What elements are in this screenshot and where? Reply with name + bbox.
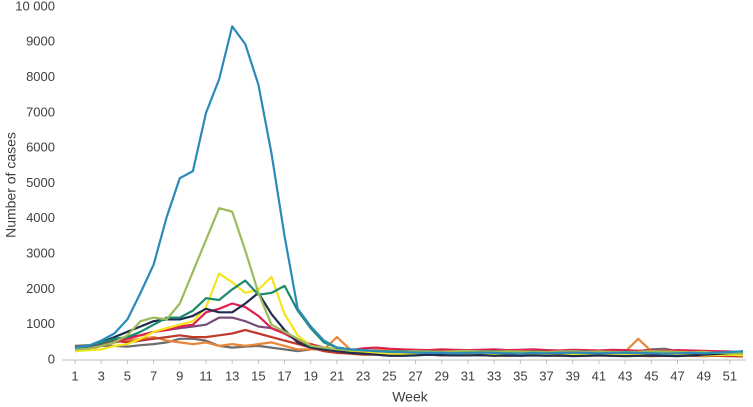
x-tick-label: 13 — [225, 368, 239, 383]
y-tick-label: 0 — [48, 351, 55, 366]
x-axis-title: Week — [392, 389, 429, 405]
x-tick-label: 5 — [124, 368, 131, 383]
x-tick-label: 45 — [644, 368, 658, 383]
x-tick-label: 41 — [592, 368, 606, 383]
y-tick-label: 10 000 — [15, 0, 55, 13]
x-tick-label: 51 — [723, 368, 737, 383]
series-line — [74, 291, 744, 358]
y-tick-label: 4000 — [26, 210, 55, 225]
x-tick-label: 47 — [670, 368, 684, 383]
x-tick-label: 29 — [435, 368, 449, 383]
x-tick-label: 19 — [304, 368, 318, 383]
y-tick-label: 5000 — [26, 175, 55, 190]
y-tick-label: 9000 — [26, 34, 55, 49]
y-tick-label: 6000 — [26, 140, 55, 155]
y-tick-label: 1000 — [26, 316, 55, 331]
x-tick-label: 27 — [408, 368, 422, 383]
x-tick-label: 7 — [150, 368, 157, 383]
series-line — [74, 302, 744, 354]
x-tick-label: 9 — [176, 368, 183, 383]
x-tick-label: 21 — [330, 368, 344, 383]
x-tick-label: 3 — [98, 368, 105, 383]
x-tick-label: 33 — [487, 368, 501, 383]
y-tick-label: 8000 — [26, 69, 55, 84]
series-line — [74, 207, 744, 355]
y-tick-label: 2000 — [26, 281, 55, 296]
x-tick-label: 1 — [71, 368, 78, 383]
x-tick-label: 37 — [539, 368, 553, 383]
x-tick-label: 43 — [618, 368, 632, 383]
x-tick-label: 23 — [356, 368, 370, 383]
x-tick-label: 39 — [565, 368, 579, 383]
series-line — [74, 25, 744, 355]
x-tick-label: 35 — [513, 368, 527, 383]
x-tick-label: 25 — [382, 368, 396, 383]
x-tick-label: 31 — [461, 368, 475, 383]
y-tick-label: 3000 — [26, 246, 55, 261]
x-tick-label: 15 — [251, 368, 265, 383]
x-tick-label: 49 — [696, 368, 710, 383]
x-tick-label: 17 — [277, 368, 291, 383]
y-tick-label: 7000 — [26, 104, 55, 119]
x-tick-label: 11 — [199, 368, 213, 383]
y-axis-title: Number of cases — [3, 132, 19, 238]
